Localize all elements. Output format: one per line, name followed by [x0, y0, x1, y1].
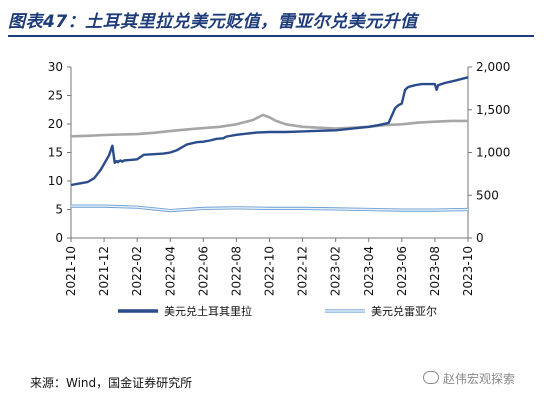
legend-label: 美元兑雷亚尔 — [371, 304, 437, 318]
x-tick-label: 2021-12 — [97, 246, 111, 296]
source-note: 来源：Wind，国金证券研究所 — [30, 376, 193, 390]
x-tick-label: 2022-08 — [229, 246, 243, 296]
watermark: 赵伟宏观探索 — [423, 370, 515, 387]
left-tick-label: 30 — [48, 60, 63, 74]
right-tick-label: 1,000 — [476, 146, 510, 160]
left-tick-label: 20 — [48, 117, 63, 131]
x-tick-label: 2021-10 — [64, 246, 78, 296]
x-tick-label: 2022-06 — [196, 246, 210, 296]
left-tick-label: 15 — [48, 146, 63, 160]
chart: 0 5 10 15 20 25 30 0 500 1,000 1,500 2,000 2021-10 20… — [48, 60, 511, 318]
left-tick-label: 10 — [48, 174, 63, 188]
title-rule — [8, 35, 534, 37]
right-tick-label: 2,000 — [476, 60, 510, 74]
left-tick-label: 5 — [55, 203, 63, 217]
x-tick-label: 2022-10 — [263, 246, 277, 296]
right-tick-label: 1,500 — [476, 103, 510, 117]
x-tick-label: 2023-08 — [428, 246, 442, 296]
wechat-icon — [423, 371, 439, 384]
figure-title: 图表47：土耳其里拉兑美元贬值，雷亚尔兑美元升值 — [8, 12, 418, 32]
right-tick-label: 0 — [476, 231, 484, 245]
x-tick-label: 2022-04 — [163, 246, 177, 296]
x-tick-label: 2022-12 — [296, 246, 310, 296]
legend-label: 美元兑土耳其里拉 — [164, 304, 252, 318]
series-line-0 — [70, 76, 469, 187]
x-tick-label: 2023-06 — [395, 246, 409, 296]
series-line-2 — [70, 113, 468, 138]
left-tick-label: 0 — [55, 231, 63, 245]
x-tick-label: 2023-10 — [461, 246, 475, 296]
left-tick-label: 25 — [48, 89, 63, 103]
x-tick-label: 2022-02 — [130, 246, 144, 296]
right-tick-label: 500 — [476, 188, 499, 202]
x-tick-label: 2023-02 — [329, 246, 343, 296]
series-line-1 — [71, 205, 469, 212]
watermark-text: 赵伟宏观探索 — [443, 372, 516, 386]
x-tick-label: 2023-04 — [362, 246, 376, 296]
